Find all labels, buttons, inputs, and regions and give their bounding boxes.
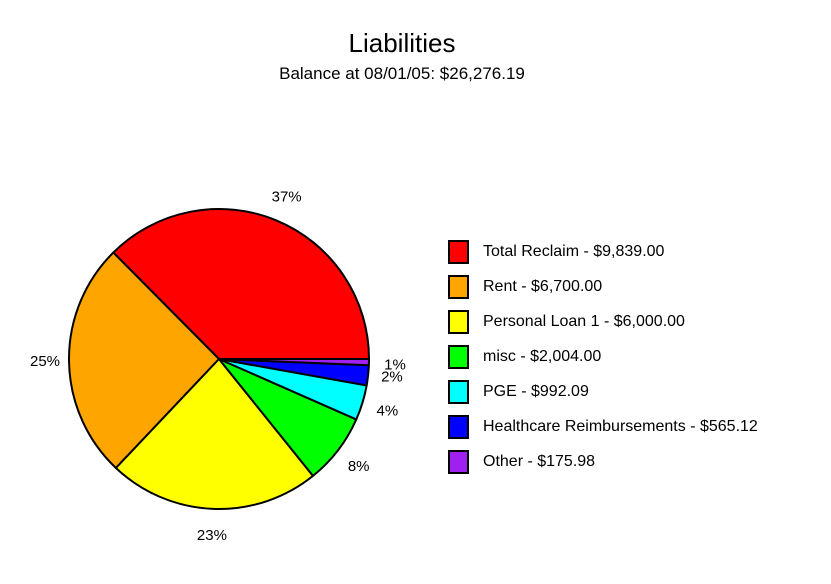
pie-slice-total-reclaim bbox=[112, 208, 370, 360]
legend-swatch bbox=[448, 450, 469, 474]
legend-swatch bbox=[448, 310, 469, 334]
legend-swatch bbox=[448, 345, 469, 369]
percent-label: 1% bbox=[384, 357, 406, 374]
percent-labels: 37% 25% 23% 8% 4% 2%1% bbox=[30, 189, 406, 544]
chart-title: Liabilities bbox=[348, 28, 456, 58]
percent-label: 8% bbox=[348, 458, 370, 475]
pie-slice-personal-loan-1 bbox=[114, 358, 314, 510]
percent-label: 4% bbox=[377, 402, 399, 419]
legend-label: Total Reclaim - $9,839.00 bbox=[483, 243, 665, 260]
percent-label: 23% bbox=[197, 527, 227, 544]
legend-label: Rent - $6,700.00 bbox=[483, 278, 603, 295]
legend-swatch bbox=[448, 275, 469, 299]
legend-label: Personal Loan 1 - $6,000.00 bbox=[483, 313, 685, 330]
chart-subtitle: Balance at 08/01/05: $26,276.19 bbox=[279, 64, 525, 83]
legend-label: Healthcare Reimbursements - $565.12 bbox=[483, 418, 758, 435]
percent-label: 25% bbox=[30, 353, 60, 370]
pie-slices bbox=[68, 208, 370, 510]
percent-label: 2% bbox=[381, 368, 403, 385]
legend-swatch bbox=[448, 380, 469, 404]
legend-swatch bbox=[448, 415, 469, 439]
legend-swatch bbox=[448, 240, 469, 264]
pie-slice-other bbox=[218, 358, 370, 367]
legend-label: Other - $175.98 bbox=[483, 453, 596, 470]
legend-label: PGE - $992.09 bbox=[483, 383, 589, 400]
legend-label: misc - $2,004.00 bbox=[483, 348, 602, 365]
pie-slice-rent bbox=[68, 251, 220, 469]
percent-label: 37% bbox=[272, 189, 302, 206]
